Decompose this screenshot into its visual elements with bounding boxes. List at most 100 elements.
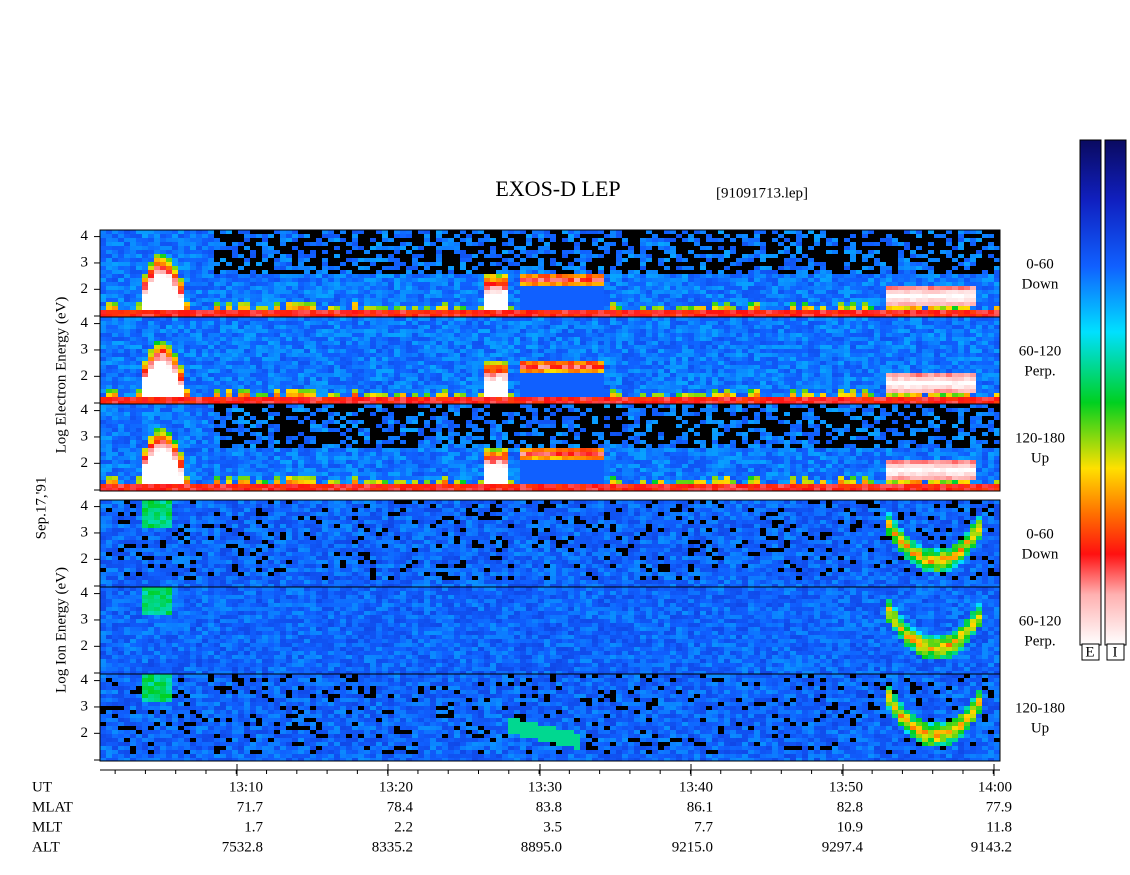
spectrogram-cell [334, 270, 340, 274]
spectrogram-cell [100, 389, 106, 393]
spectrogram-cell [466, 282, 472, 286]
spectrogram-cell [790, 290, 796, 294]
spectrogram-cell [496, 262, 502, 266]
spectrogram-cell [316, 282, 322, 286]
spectrogram-cell [742, 234, 748, 238]
spectrogram-cell [862, 278, 868, 282]
spectrogram-cell [280, 282, 286, 286]
spectrogram-cell [124, 329, 130, 333]
spectrogram-cell [448, 270, 454, 274]
spectrogram-cell [262, 325, 268, 329]
spectrogram-cell [190, 373, 196, 377]
spectrogram-cell [502, 310, 508, 314]
spectrogram-cell [238, 333, 244, 337]
spectrogram-cell [124, 401, 130, 404]
spectrogram-cell [340, 341, 346, 345]
spectrogram-cell [694, 270, 700, 274]
spectrogram-cell [394, 357, 400, 361]
spectrogram-cell [604, 274, 610, 278]
spectrogram-cell [184, 246, 190, 250]
spectrogram-cell [982, 278, 988, 282]
spectrogram-cell [328, 369, 334, 373]
spectrogram-cell [628, 282, 634, 286]
spectrogram-cell [442, 357, 448, 361]
spectrogram-cell [808, 262, 814, 266]
spectrogram-cell [406, 282, 412, 286]
spectrogram-cell [700, 242, 706, 246]
spectrogram-cell [394, 329, 400, 333]
spectrogram-cell [454, 270, 460, 274]
spectrogram-cell [310, 230, 316, 234]
spectrogram-cell [112, 270, 118, 274]
spectrogram-cell [484, 294, 490, 298]
spectrogram-cell [256, 238, 262, 242]
spectrogram-cell [256, 385, 262, 389]
spectrogram-cell [412, 298, 418, 302]
spectrogram-cell [298, 230, 304, 234]
spectrogram-cell [508, 290, 514, 294]
spectrogram-cell [754, 238, 760, 242]
spectrogram-cell [634, 266, 640, 270]
spectrogram-cell [382, 230, 388, 234]
spectrogram-cell [400, 282, 406, 286]
spectrogram-cell [280, 349, 286, 353]
spectrogram-cell [868, 294, 874, 298]
spectrogram-cell [130, 373, 136, 377]
spectrogram-cell [466, 278, 472, 282]
spectrogram-cell [688, 254, 694, 258]
spectrogram-cell [376, 258, 382, 262]
spectrogram-cell [202, 250, 208, 254]
spectrogram-cell [160, 246, 166, 250]
spectrogram-cell [730, 302, 736, 306]
spectrogram-cell [466, 365, 472, 369]
spectrogram-cell [196, 278, 202, 282]
spectrogram-cell [148, 377, 154, 381]
spectrogram-cell [286, 290, 292, 294]
spectrogram-cell [832, 286, 838, 290]
spectrogram-cell [232, 230, 238, 234]
spectrogram-cell [640, 298, 646, 302]
spectrogram-cell [418, 389, 424, 393]
spectrogram-cell [502, 282, 508, 286]
spectrogram-cell [286, 341, 292, 345]
spectrogram-cell [514, 314, 520, 317]
spectrogram-cell [850, 310, 856, 314]
spectrogram-cell [298, 329, 304, 333]
spectrogram-cell [190, 337, 196, 341]
spectrogram-cell [928, 302, 934, 306]
spectrogram-cell [214, 282, 220, 286]
spectrogram-cell [286, 385, 292, 389]
spectrogram-cell [976, 266, 982, 270]
spectrogram-cell [400, 365, 406, 369]
spectrogram-cell [328, 321, 334, 325]
spectrogram-cell [682, 242, 688, 246]
spectrogram-cell [394, 306, 400, 310]
spectrogram-cell [988, 266, 994, 270]
spectrogram-cell [736, 246, 742, 250]
spectrogram-cell [556, 302, 562, 306]
spectrogram-cell [220, 401, 226, 404]
spectrogram-cell [316, 266, 322, 270]
spectrogram-cell [724, 298, 730, 302]
spectrogram-cell [394, 230, 400, 234]
spectrogram-cell [766, 246, 772, 250]
spectrogram-cell [226, 310, 232, 314]
spectrogram-cell [604, 278, 610, 282]
spectrogram-cell [856, 258, 862, 262]
spectrogram-cell [382, 349, 388, 353]
spectrogram-cell [466, 325, 472, 329]
spectrogram-cell [460, 230, 466, 234]
spectrogram-cell [868, 310, 874, 314]
spectrogram-cell [136, 230, 142, 234]
spectrogram-cell [304, 302, 310, 306]
spectrogram-cell [160, 317, 166, 321]
spectrogram-cell [916, 258, 922, 262]
spectrogram-cell [466, 242, 472, 246]
spectrogram-cell [298, 310, 304, 314]
spectrogram-cell [832, 302, 838, 306]
spectrogram-cell [406, 302, 412, 306]
spectrogram-cell [160, 266, 166, 270]
spectrogram-cell [700, 258, 706, 262]
spectrogram-cell [994, 290, 1000, 294]
spectrogram-cell [160, 353, 166, 357]
